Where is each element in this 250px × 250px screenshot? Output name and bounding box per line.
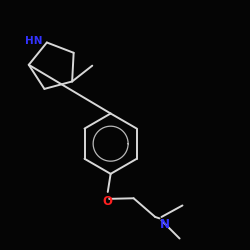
Text: N: N — [160, 218, 170, 232]
Text: HN: HN — [25, 36, 42, 46]
Text: O: O — [103, 196, 113, 208]
